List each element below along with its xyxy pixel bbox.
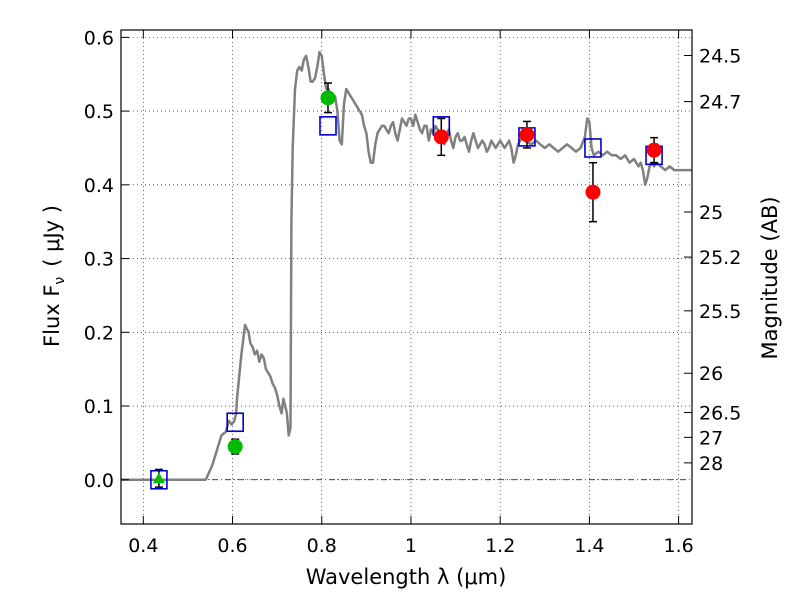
- observed-flux-point: [433, 129, 449, 145]
- magnitude-tick-label: 25: [699, 202, 723, 224]
- magnitude-tick-label: 24.5: [699, 46, 741, 68]
- y-tick-label: 0.3: [84, 249, 114, 271]
- axis-ticks: 0.4 0.6 0.8 1 1.2 1.4 1.6 0.0 0.1 0.2 0.3 0.4 0.5 0.6…: [84, 27, 742, 557]
- grid-lines: [121, 30, 692, 524]
- x-tick-label: 0.8: [307, 535, 337, 557]
- observed-flux-point: [646, 142, 662, 158]
- upper-limit-triangle: [152, 472, 165, 484]
- magnitude-tick-label: 25.2: [699, 247, 741, 269]
- y-axis-right-title: Magnitude (AB): [758, 196, 782, 359]
- model-photometry-square: [584, 138, 602, 158]
- x-tick-label: 1.6: [664, 535, 694, 557]
- x-tick-label: 1.2: [485, 535, 515, 557]
- observed-flux-point: [227, 439, 243, 455]
- x-tick-label: 1: [405, 535, 417, 557]
- model-spectrum-line: [121, 50, 692, 482]
- y-tick-label: 0.2: [84, 322, 114, 344]
- x-tick-label: 0.4: [128, 535, 158, 557]
- x-tick-label: 0.6: [217, 535, 247, 557]
- x-tick-label: 1.4: [574, 535, 604, 557]
- x-axis-title: Wavelength λ (μm): [306, 565, 507, 589]
- y-tick-label: 0.1: [84, 396, 114, 418]
- magnitude-tick-label: 26: [699, 363, 723, 385]
- magnitude-tick-label: 26.5: [699, 403, 741, 425]
- model-photometry-square: [319, 116, 337, 136]
- model-spectrum: [121, 50, 692, 482]
- y-tick-label: 0.5: [84, 101, 114, 123]
- y-tick-label: 0.6: [84, 27, 114, 49]
- y-tick-label: 0.4: [84, 175, 114, 197]
- y-axis-left-unit: ( μJy ): [40, 205, 64, 267]
- y-tick-label: 0.0: [84, 470, 114, 492]
- y-axis-left-subscript: ν: [52, 277, 68, 285]
- observed-flux-point: [585, 184, 601, 200]
- plot-frame: [120, 29, 693, 525]
- model-photometry-square: [226, 412, 244, 433]
- magnitude-tick-label: 27: [699, 427, 723, 449]
- magnitude-tick-label: 24.7: [699, 92, 741, 114]
- magnitude-tick-label: 25.5: [699, 301, 741, 323]
- y-axis-left-label: Flux F: [40, 285, 64, 347]
- photometry-markers: [150, 82, 663, 490]
- observed-flux-point: [320, 90, 336, 106]
- observed-flux-point: [519, 127, 535, 143]
- y-axis-left-title: Flux Fν ( μJy ): [40, 205, 68, 347]
- magnitude-tick-label: 28: [699, 453, 723, 475]
